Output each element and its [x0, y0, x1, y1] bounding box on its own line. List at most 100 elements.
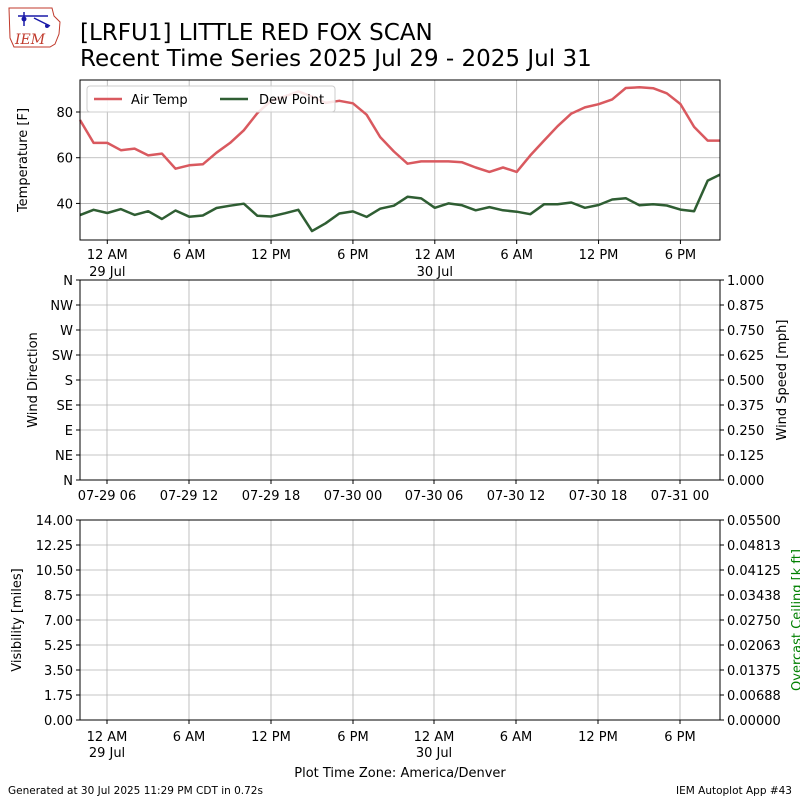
temperature-y-ticks: 40 60 80 — [56, 106, 80, 212]
visibility-tick-label: 14.00 — [36, 514, 73, 529]
visibility-x-tick-label: 12 AM — [87, 730, 128, 745]
temperature-x-tick-date: 29 Jul — [89, 265, 125, 280]
ceiling-axis-label: Overcast Ceiling [k ft] — [790, 549, 800, 691]
wind-direction-tick-label: NW — [50, 299, 73, 314]
visibility-axis-label: Visibility [miles] — [10, 568, 25, 671]
wind-direction-tick-label: W — [60, 324, 73, 339]
wind-x-tick-label: 07-30 00 — [324, 489, 382, 504]
temperature-x-tick-label: 12 PM — [251, 248, 291, 263]
logo-text: IEM — [14, 32, 46, 48]
visibility-tick-label: 7.00 — [44, 614, 73, 629]
ceiling-tick-label: 0.02063 — [727, 639, 781, 654]
visibility-tick-label: 1.75 — [44, 689, 73, 704]
visibility-x-tick-label: 6 PM — [337, 730, 368, 745]
wind-x-tick-label: 07-31 00 — [651, 489, 709, 504]
ceiling-tick-label: 0.04125 — [727, 564, 781, 579]
footer-app: IEM Autoplot App #43 — [676, 785, 792, 797]
ceiling-tick-label: 0.03438 — [727, 589, 781, 604]
timezone-label: Plot Time Zone: America/Denver — [294, 766, 506, 781]
visibility-tick-label: 5.25 — [44, 639, 73, 654]
temperature-y-tick-label: 60 — [56, 152, 73, 167]
chart-title-line1: [LRFU1] LITTLE RED FOX SCAN — [80, 20, 433, 46]
ceiling-tick-label: 0.00000 — [727, 714, 781, 729]
footer-generated: Generated at 30 Jul 2025 11:29 PM CDT in… — [8, 785, 263, 797]
wind-x-tick-label: 07-29 18 — [242, 489, 300, 504]
wind-grid — [80, 279, 720, 481]
wind-speed-tick-label: 0.000 — [727, 474, 764, 489]
ceiling-tick-label: 0.05500 — [727, 514, 781, 529]
temperature-x-tick-label: 6 AM — [173, 248, 206, 263]
wind-x-tick-label: 07-30 06 — [405, 489, 463, 504]
wind-x-tick-label: 07-30 18 — [569, 489, 627, 504]
wind-direction-tick-label: SE — [57, 399, 73, 414]
visibility-grid — [80, 519, 720, 721]
temperature-x-tick-label: 12 PM — [579, 248, 619, 263]
temperature-panel: 40 60 80 12 AM 29 Jul 6 AM 12 PM 6 PM 12 AM 30 J… — [16, 79, 721, 280]
wind-direction-ticks: N NE E SE S SW W NW N — [50, 274, 80, 489]
visibility-x-tick-label: 12 PM — [578, 730, 618, 745]
wind-direction-tick-label: N — [63, 274, 73, 289]
wind-direction-tick-label: E — [65, 424, 73, 439]
wind-speed-tick-label: 0.500 — [727, 374, 764, 389]
wind-speed-ticks: 0.000 0.125 0.250 0.375 0.500 0.625 0.750 0.875… — [720, 274, 764, 489]
visibility-tick-label: 12.25 — [36, 539, 73, 554]
ceiling-tick-label: 0.04813 — [727, 539, 781, 554]
wind-direction-tick-label: SW — [52, 349, 73, 364]
temperature-x-ticks: 12 AM 29 Jul 6 AM 12 PM 6 PM 12 AM 30 Jul 6 AM 1… — [87, 240, 696, 280]
visibility-x-tick-date: 29 Jul — [89, 746, 125, 761]
temperature-legend: Air Temp Dew Point — [86, 85, 336, 113]
wind-speed-tick-label: 0.625 — [727, 349, 764, 364]
temperature-lines — [78, 86, 721, 233]
wind-direction-tick-label: NE — [55, 449, 73, 464]
wind-speed-tick-label: 0.875 — [727, 299, 764, 314]
temperature-x-tick-label: 6 AM — [500, 248, 533, 263]
wind-direction-tick-label: N — [63, 474, 73, 489]
temperature-x-tick-date: 30 Jul — [417, 265, 453, 280]
ceiling-tick-label: 0.01375 — [727, 664, 781, 679]
temperature-y-axis-label: Temperature [F] — [16, 108, 31, 213]
wind-speed-tick-label: 0.750 — [727, 324, 764, 339]
visibility-ticks: 0.00 1.75 3.50 5.25 7.00 8.75 10.50 12.25 14.00 — [36, 514, 80, 729]
wind-speed-axis-label: Wind Speed [mph] — [775, 320, 790, 441]
visibility-tick-label: 3.50 — [44, 664, 73, 679]
visibility-x-tick-label: 12 PM — [251, 730, 291, 745]
temperature-x-tick-label: 6 PM — [665, 248, 696, 263]
visibility-tick-label: 8.75 — [44, 589, 73, 604]
wind-x-tick-label: 07-29 06 — [78, 489, 136, 504]
visibility-tick-label: 10.50 — [36, 564, 73, 579]
wind-x-ticks: 07-29 06 07-29 12 07-29 18 07-30 00 07-30 06… — [78, 480, 709, 504]
air-temp-line — [78, 86, 720, 174]
visibility-panel: 0.001.753.505.257.008.7510.5012.2514.00 … — [10, 514, 800, 761]
temperature-x-tick-label: 12 AM — [87, 248, 128, 263]
wind-speed-tick-label: 0.250 — [727, 424, 764, 439]
temperature-x-tick-label: 6 PM — [337, 248, 368, 263]
temperature-y-tick-label: 80 — [56, 106, 73, 121]
legend-dew-point-label: Dew Point — [259, 93, 324, 108]
visibility-x-tick-label: 6 AM — [500, 730, 533, 745]
visibility-x-tick-date: 30 Jul — [416, 746, 452, 761]
temperature-y-tick-label: 40 — [56, 197, 73, 212]
wind-speed-tick-label: 1.000 — [727, 274, 764, 289]
ceiling-tick-label: 0.02750 — [727, 614, 781, 629]
chart-title-line2: Recent Time Series 2025 Jul 29 - 2025 Ju… — [80, 46, 592, 72]
iem-logo: IEM — [8, 7, 61, 48]
wind-direction-axis-label: Wind Direction — [26, 332, 41, 428]
wind-speed-tick-label: 0.125 — [727, 449, 764, 464]
temperature-x-tick-label: 12 AM — [414, 248, 455, 263]
temperature-axes-frame — [79, 79, 721, 241]
legend-air-temp-label: Air Temp — [131, 93, 188, 108]
dew-point-line — [79, 173, 721, 233]
ceiling-ticks: 0.00000 0.00688 0.01375 0.02063 0.02750 0.034… — [720, 514, 781, 729]
visibility-x-tick-label: 6 AM — [173, 730, 206, 745]
visibility-x-tick-label: 6 PM — [664, 730, 695, 745]
wind-x-tick-label: 07-29 12 — [160, 489, 218, 504]
ceiling-tick-label: 0.00688 — [727, 689, 781, 704]
wind-speed-tick-label: 0.375 — [727, 399, 764, 414]
visibility-tick-label: 0.00 — [44, 714, 73, 729]
wind-direction-tick-label: S — [65, 374, 73, 389]
wind-x-tick-label: 07-30 12 — [487, 489, 545, 504]
visibility-x-tick-label: 12 AM — [414, 730, 455, 745]
